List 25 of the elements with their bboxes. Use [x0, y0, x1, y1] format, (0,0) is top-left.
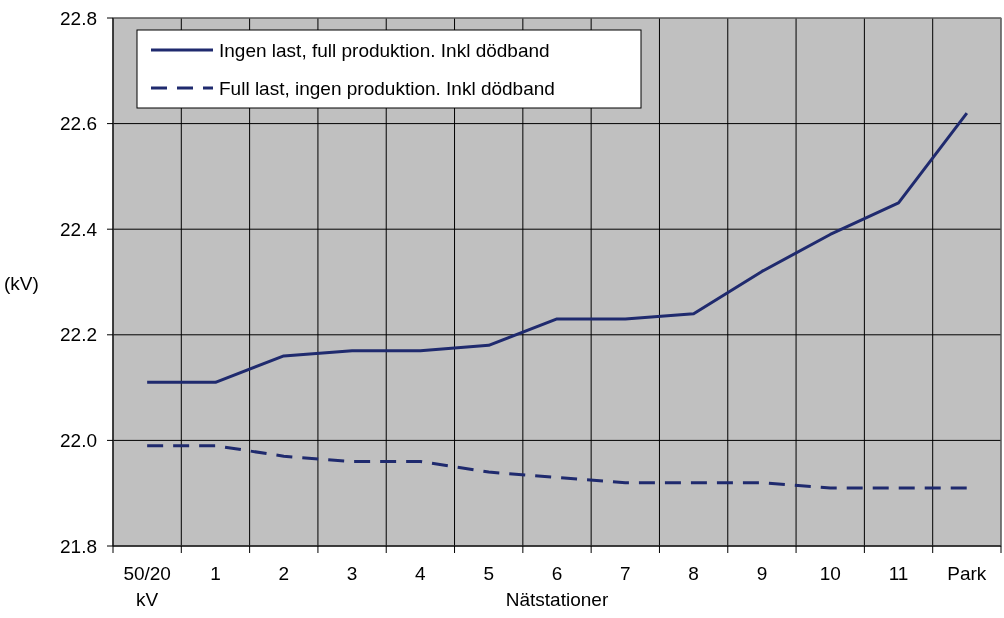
- y-tick-label: 22.6: [60, 113, 97, 135]
- x-axis-title: Nätstationer: [505, 589, 609, 610]
- x-tick-label: 11: [888, 563, 909, 584]
- x-tick-label: 10: [819, 563, 841, 584]
- x-tick-label: 9: [756, 563, 768, 584]
- y-tick-label: 22.8: [60, 7, 97, 29]
- line-series: [145, 111, 969, 384]
- x-tick-label: 4: [415, 563, 427, 584]
- legend-label: Full last, ingen produktion. Inkl dödband: [219, 77, 555, 99]
- x-tick-label: 6: [551, 563, 563, 584]
- x-tick-label: 2: [278, 563, 290, 584]
- x-tick-label: Park: [947, 563, 987, 584]
- x-tick-label: 50/20 kV: [123, 563, 171, 610]
- x-tick-label: 7: [620, 563, 631, 584]
- x-tick-label: 1: [210, 563, 221, 584]
- y-axis-title: (kV): [4, 273, 39, 294]
- y-tick-label: 22.4: [60, 218, 98, 240]
- legend-label: Ingen last, full produktion. Inkl dödband: [219, 39, 550, 61]
- x-tick-label: 3: [346, 563, 358, 584]
- y-tick-label: 21.8: [60, 535, 97, 557]
- y-tick-label: 22.2: [60, 324, 97, 346]
- y-tick-label: 22.0: [60, 430, 97, 452]
- x-tick-label: 5: [483, 563, 494, 584]
- x-tick-label: 8: [688, 563, 699, 584]
- line-series: [145, 444, 969, 490]
